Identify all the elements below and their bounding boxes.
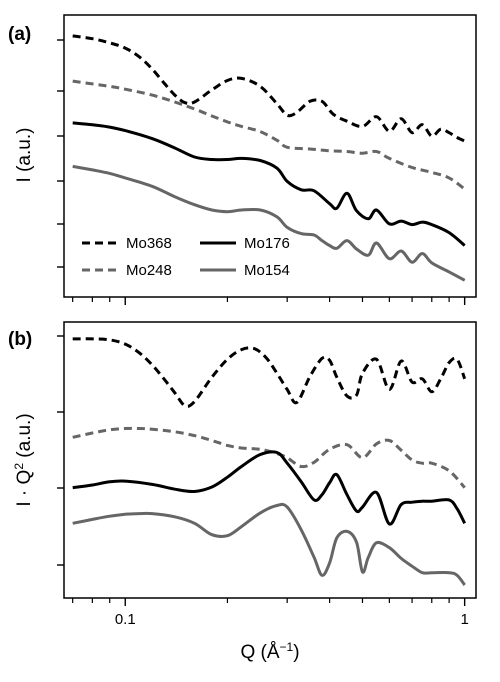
panel-b-x-ticks <box>72 598 466 606</box>
series-line-mo248-b <box>72 426 466 489</box>
series-line-mo248-a <box>72 79 466 191</box>
legend-label-mo176: Mo176 <box>244 235 290 252</box>
panel-a-frame <box>63 14 477 298</box>
x-tick-label: 1 <box>460 611 468 628</box>
series-line-mo154-a <box>72 164 466 282</box>
series-line-mo368-b <box>72 337 467 408</box>
panel-b-frame <box>63 321 477 599</box>
x-axis-title-sup: −1 <box>280 640 294 654</box>
panel-b-y-axis-title-suffix: (a.u.) <box>14 413 35 463</box>
panel-b-y-ticks <box>57 335 64 566</box>
series-line-mo176-a <box>72 121 466 247</box>
panel-a-legend: Mo368 Mo248 Mo176 Mo154 <box>82 235 290 279</box>
x-axis-title-base: Q (Å <box>240 642 279 663</box>
legend-label-mo248: Mo248 <box>126 262 172 279</box>
panel-a-series <box>72 34 466 282</box>
panel-a-x-ticks <box>72 297 466 305</box>
panel-b-y-axis-title-sup: 2 <box>12 463 26 470</box>
series-line-mo368-a <box>72 34 466 143</box>
panel-a-y-axis-title: I (a.u.) <box>14 128 35 183</box>
legend-label-mo154: Mo154 <box>244 262 290 279</box>
series-line-mo176-b <box>72 450 467 526</box>
panel-a-label: (a) <box>8 24 31 45</box>
panel-a: (a) I (a.u.) Mo368 Mo248 Mo176 Mo154 <box>8 14 477 305</box>
panel-a-y-ticks <box>57 39 64 268</box>
series-line-mo154-b <box>72 502 466 586</box>
panel-b-y-axis-title: I · Q2 (a.u.) <box>12 413 35 506</box>
panel-b-y-axis-title-base: I · Q <box>14 470 35 507</box>
x-axis-title-suffix: ) <box>293 642 299 663</box>
panel-b-series <box>72 337 467 586</box>
x-tick-label: 0.1 <box>115 611 136 628</box>
legend-label-mo368: Mo368 <box>126 235 172 252</box>
panel-b-x-tick-labels: 0.1 1 <box>115 611 469 628</box>
panel-b-label: (b) <box>8 329 32 350</box>
x-axis-title: Q (Å−1) <box>240 640 299 663</box>
panel-b: (b) I · Q2 (a.u.) 0.1 1 Q (Å−1) <box>8 321 477 663</box>
